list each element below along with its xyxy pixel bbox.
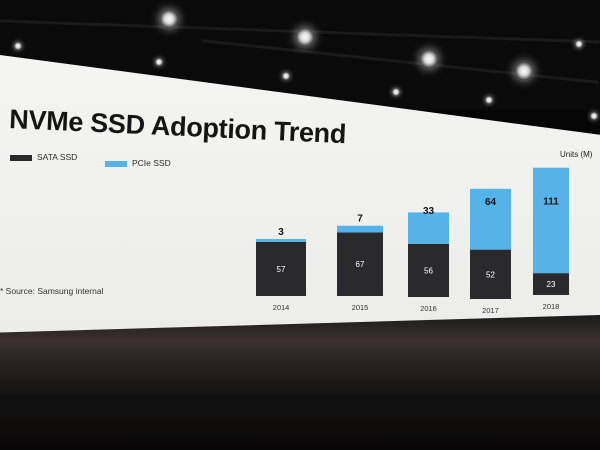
legend-swatch-sata: [10, 154, 32, 161]
stage-light-icon: [14, 42, 22, 50]
stage-light-icon: [590, 112, 598, 120]
bar-sata-2014: [256, 241, 306, 296]
stage-light-icon: [296, 28, 314, 46]
data-label-sata-2018: 23: [547, 280, 556, 289]
data-label-pcie-2014: 3: [278, 227, 284, 238]
bar-sata-2017: [470, 249, 511, 299]
legend-swatch-pcie: [105, 160, 127, 167]
data-label-pcie-2015: 7: [357, 214, 363, 225]
stage-light-icon: [282, 72, 290, 80]
bar-pcie-2015: [337, 225, 383, 233]
data-label-sata-2017: 52: [486, 270, 495, 279]
stage-edge: [0, 395, 600, 417]
bar-sata-2015: [337, 232, 383, 296]
x-tick-label-2017: 2017: [482, 306, 499, 315]
stage-light-icon: [392, 88, 400, 96]
data-label-sata-2014: 57: [277, 265, 286, 274]
stage-light-icon: [515, 62, 533, 80]
bar-sata-2018: [533, 273, 569, 295]
data-label-pcie-2018: 111: [543, 197, 559, 208]
stage-light-icon: [155, 58, 163, 66]
data-label-sata-2016: 56: [424, 266, 433, 275]
stage-light-icon: [160, 10, 178, 28]
bar-sata-2016: [408, 243, 449, 297]
legend-label-pcie: PCIe SSD: [132, 158, 171, 168]
x-tick-label-2018: 2018: [543, 302, 560, 311]
bar-pcie-2014: [256, 239, 306, 242]
stage-light-icon: [420, 50, 438, 68]
data-label-pcie-2016: 33: [423, 206, 435, 217]
x-tick-label-2016: 2016: [420, 304, 437, 313]
x-tick-label-2014: 2014: [273, 303, 290, 312]
data-label-pcie-2017: 64: [485, 197, 497, 208]
x-tick-label-2015: 2015: [352, 303, 369, 312]
bar-pcie-2017: [470, 188, 511, 250]
legend-item-pcie: PCIe SSD: [105, 158, 171, 168]
bar-pcie-2018: [533, 167, 569, 274]
data-label-sata-2015: 67: [356, 260, 365, 269]
stage-light-icon: [575, 40, 583, 48]
units-label: Units (M): [560, 150, 593, 159]
bars-layer: 57 3 2014 67 7 2015 56 33 2016 52 64 2017 23 111 2018: [256, 167, 569, 315]
bar-pcie-2016: [408, 212, 449, 244]
source-note: * Source: Samsung internal: [0, 286, 104, 296]
stage-light-icon: [485, 96, 493, 104]
legend-item-sata: SATA SSD: [10, 152, 77, 162]
legend-label-sata: SATA SSD: [37, 152, 78, 162]
